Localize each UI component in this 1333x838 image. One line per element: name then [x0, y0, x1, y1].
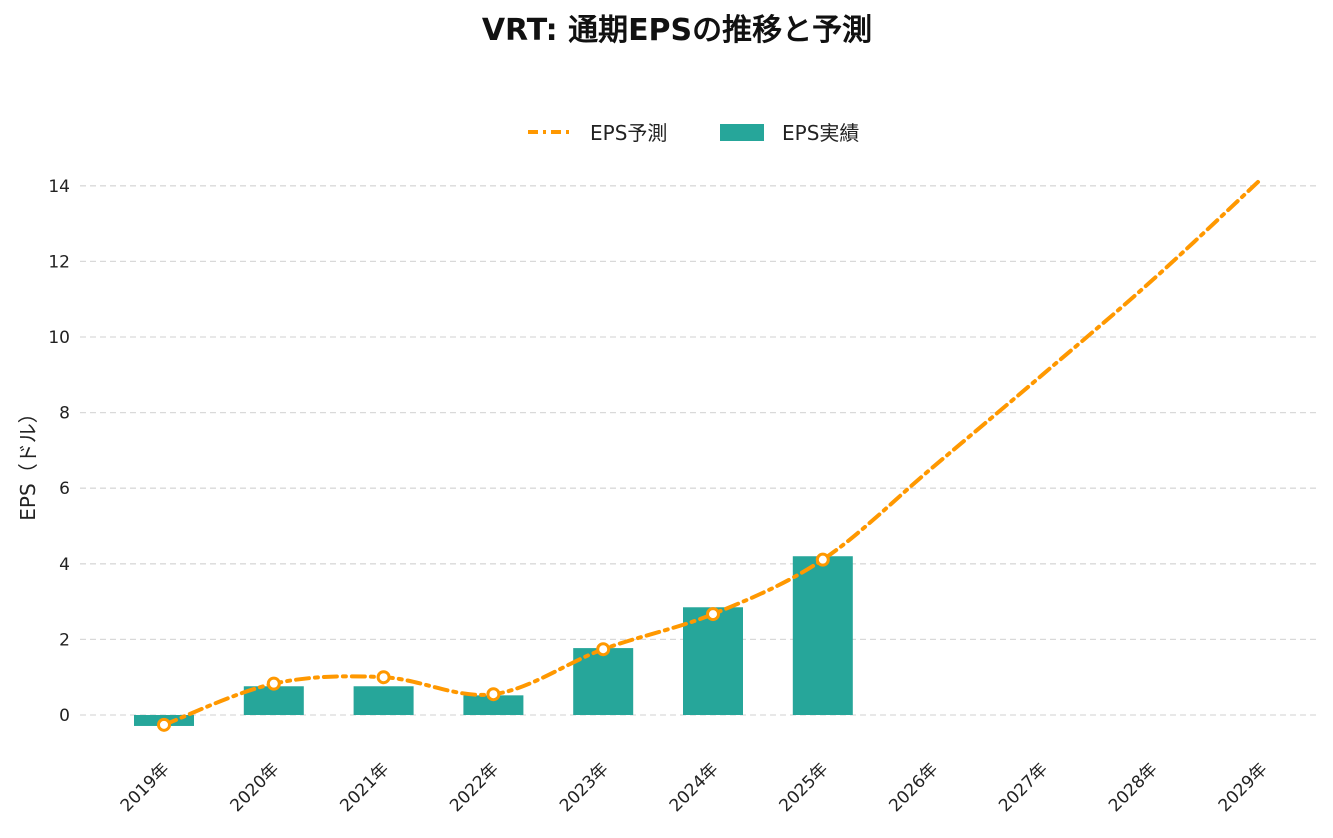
y-tick-label: 12	[48, 252, 70, 272]
y-tick-label: 2	[59, 630, 70, 650]
x-tick-label: 2026年	[885, 759, 942, 816]
x-tick-label: 2020年	[227, 759, 284, 816]
eps-actual-bar	[792, 556, 853, 715]
gridlines	[80, 185, 1318, 716]
legend-actual-label: EPS実績	[782, 121, 859, 145]
legend-actual-swatch	[720, 124, 764, 141]
eps-actual-bar	[463, 695, 524, 715]
x-tick-label: 2022年	[446, 759, 503, 816]
x-tick-label: 2024年	[666, 759, 723, 816]
eps-forecast-line	[162, 176, 1264, 727]
eps-forecast-point	[706, 607, 720, 622]
eps-forecast-point	[815, 552, 830, 567]
x-tick-label: 2019年	[117, 759, 174, 816]
forecast-markers	[157, 552, 830, 732]
y-tick-label: 14	[48, 177, 70, 197]
x-axis-ticks: 2019年 2020年 2021年 2022年 2023年 2024年 2025年 2026年…	[117, 759, 1272, 816]
eps-forecast-point	[376, 670, 391, 685]
eps-forecast-point	[157, 717, 171, 732]
eps-forecast-point	[596, 642, 611, 657]
legend-forecast-label: EPS予測	[590, 121, 667, 145]
x-tick-label: 2025年	[776, 759, 833, 816]
x-tick-label: 2021年	[336, 759, 393, 816]
y-axis-ticks: 0 2 4 6 8 10 12 14	[48, 177, 70, 726]
y-tick-label: 10	[48, 328, 70, 348]
y-tick-label: 8	[59, 404, 70, 424]
x-tick-label: 2023年	[556, 759, 613, 816]
eps-actual-bar	[573, 648, 634, 715]
y-tick-label: 4	[59, 555, 70, 575]
forecast-line	[162, 176, 1264, 727]
x-tick-label: 2029年	[1215, 759, 1272, 816]
chart-title: VRT: 通期EPSの推移と予測	[482, 13, 872, 48]
legend: EPS予測 EPS実績	[528, 121, 859, 145]
eps-actual-bar	[683, 607, 743, 715]
y-tick-label: 0	[59, 706, 70, 726]
y-axis-label: EPS（ドル）	[16, 403, 40, 520]
y-tick-label: 6	[59, 479, 70, 499]
eps-forecast-point	[486, 687, 501, 702]
x-tick-label: 2027年	[995, 759, 1052, 816]
eps-forecast-point	[266, 676, 281, 691]
eps-actual-bar	[353, 686, 414, 715]
x-tick-label: 2028年	[1105, 759, 1162, 816]
actual-bars	[134, 556, 853, 726]
